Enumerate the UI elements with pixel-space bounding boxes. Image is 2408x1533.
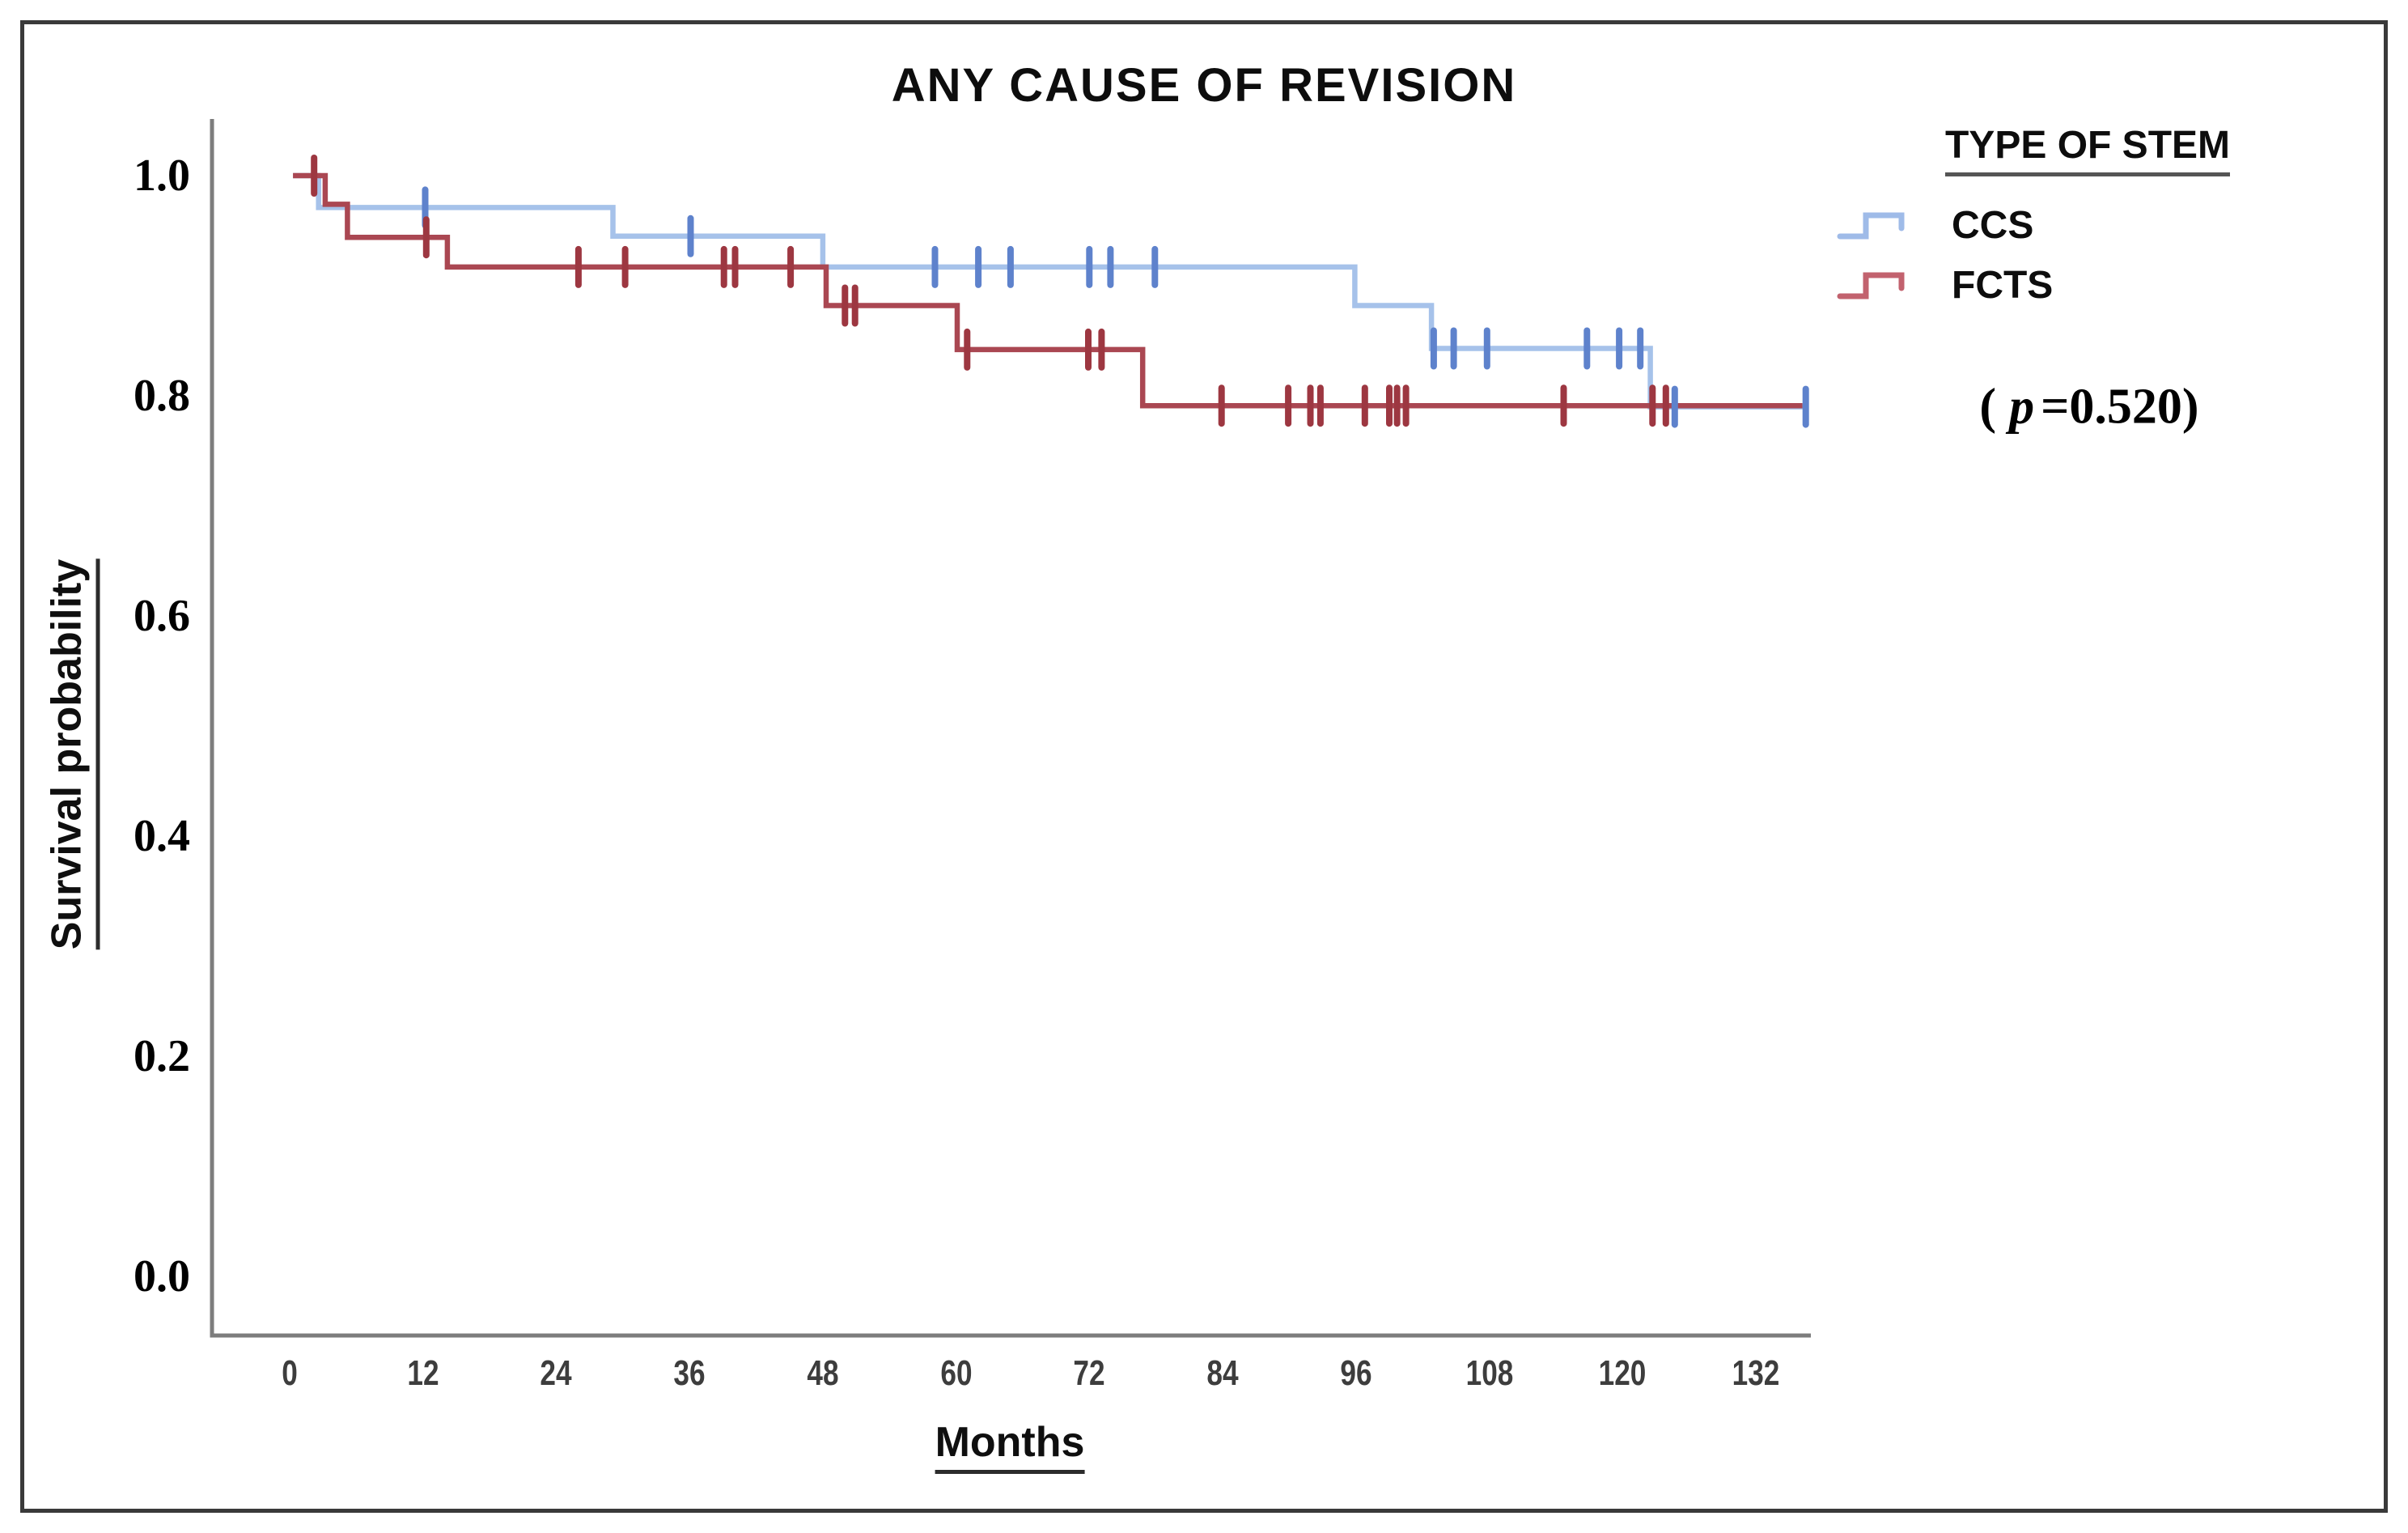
x-tick-label-48: 48 [807,1353,839,1393]
figure-border [20,20,2388,1513]
fcts-step-line-icon [1837,272,1905,299]
p-value-open-paren: ( [1979,379,2002,435]
legend-item-fcts: FCTS [1837,257,2053,313]
legend-label-ccs: CCS [1952,203,2034,247]
x-tick-label-72: 72 [1073,1353,1105,1393]
ccs-step-line-icon [1837,212,1905,240]
x-axis-title: Months [935,1418,1085,1474]
y-tick-label-1.0: 1.0 [134,151,190,201]
x-tick-label-0: 0 [282,1353,298,1393]
p-value-annotation: (p =0.520) [1979,379,2203,436]
p-value-symbol: p [2009,379,2035,435]
x-tick-label-60: 60 [940,1353,973,1393]
km-curve-fcts [293,172,1803,409]
y-tick-label-0.2: 0.2 [134,1031,190,1081]
x-tick-label-24: 24 [540,1353,573,1393]
x-tick-label-120: 120 [1598,1353,1647,1393]
legend-label-fcts: FCTS [1952,263,2054,307]
x-tick-label-96: 96 [1340,1353,1372,1393]
x-tick-label-84: 84 [1206,1353,1239,1393]
p-value-close-paren: ) [2181,379,2204,435]
y-tick-label-0.6: 0.6 [134,591,190,641]
chart-title: ANY CAUSE OF REVISION [891,59,1517,112]
y-tick-label-0.0: 0.0 [134,1251,190,1302]
x-tick-label-12: 12 [407,1353,439,1393]
p-value-number: =0.520 [2041,379,2182,435]
y-tick-label-0.8: 0.8 [134,371,190,421]
legend-item-ccs: CCS [1837,197,2033,253]
km-curve-ccs [293,172,1806,410]
x-tick-label-108: 108 [1465,1353,1513,1393]
x-tick-label-132: 132 [1732,1353,1780,1393]
y-axis-title: Survival probability [42,558,100,950]
y-tick-label-0.4: 0.4 [134,811,190,861]
x-tick-label-36: 36 [673,1353,706,1393]
legend-title: TYPE OF STEM [1944,123,2231,176]
